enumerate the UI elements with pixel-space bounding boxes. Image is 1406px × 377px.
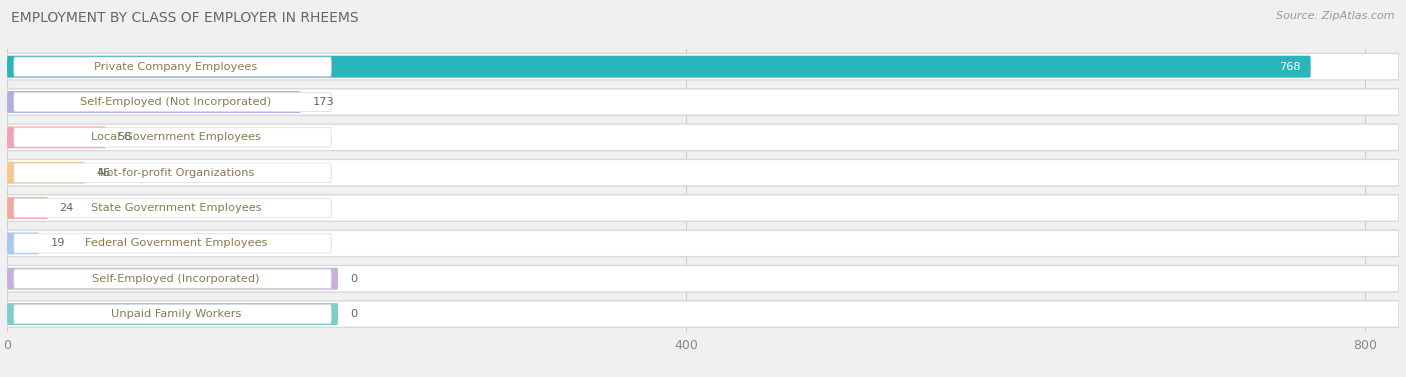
FancyBboxPatch shape [7, 89, 1399, 115]
FancyBboxPatch shape [7, 268, 337, 290]
Text: 19: 19 [51, 238, 66, 248]
FancyBboxPatch shape [14, 57, 332, 76]
Text: 0: 0 [350, 309, 357, 319]
FancyBboxPatch shape [14, 163, 332, 182]
FancyBboxPatch shape [7, 230, 1399, 257]
Text: 58: 58 [117, 132, 132, 143]
Text: 46: 46 [97, 168, 111, 178]
Text: 173: 173 [312, 97, 335, 107]
FancyBboxPatch shape [14, 128, 332, 147]
FancyBboxPatch shape [7, 126, 105, 148]
Text: Self-Employed (Not Incorporated): Self-Employed (Not Incorporated) [80, 97, 271, 107]
FancyBboxPatch shape [14, 92, 332, 112]
FancyBboxPatch shape [7, 162, 86, 184]
Text: Unpaid Family Workers: Unpaid Family Workers [111, 309, 240, 319]
FancyBboxPatch shape [7, 159, 1399, 186]
Text: Not-for-profit Organizations: Not-for-profit Organizations [98, 168, 254, 178]
Text: 0: 0 [350, 274, 357, 284]
Text: Private Company Employees: Private Company Employees [94, 62, 257, 72]
Text: Self-Employed (Incorporated): Self-Employed (Incorporated) [93, 274, 260, 284]
FancyBboxPatch shape [14, 234, 332, 253]
FancyBboxPatch shape [7, 54, 1399, 80]
Text: EMPLOYMENT BY CLASS OF EMPLOYER IN RHEEMS: EMPLOYMENT BY CLASS OF EMPLOYER IN RHEEM… [11, 11, 359, 25]
FancyBboxPatch shape [7, 233, 39, 254]
FancyBboxPatch shape [7, 303, 337, 325]
FancyBboxPatch shape [7, 124, 1399, 151]
Text: State Government Employees: State Government Employees [90, 203, 262, 213]
FancyBboxPatch shape [14, 198, 332, 218]
FancyBboxPatch shape [7, 301, 1399, 327]
Text: Local Government Employees: Local Government Employees [91, 132, 262, 143]
FancyBboxPatch shape [14, 269, 332, 288]
Text: Federal Government Employees: Federal Government Employees [84, 238, 267, 248]
Text: Source: ZipAtlas.com: Source: ZipAtlas.com [1277, 11, 1395, 21]
FancyBboxPatch shape [7, 195, 1399, 221]
FancyBboxPatch shape [7, 197, 48, 219]
Text: 768: 768 [1279, 62, 1301, 72]
FancyBboxPatch shape [14, 305, 332, 324]
FancyBboxPatch shape [7, 56, 1310, 78]
FancyBboxPatch shape [7, 265, 1399, 292]
Text: 24: 24 [59, 203, 75, 213]
FancyBboxPatch shape [7, 91, 301, 113]
